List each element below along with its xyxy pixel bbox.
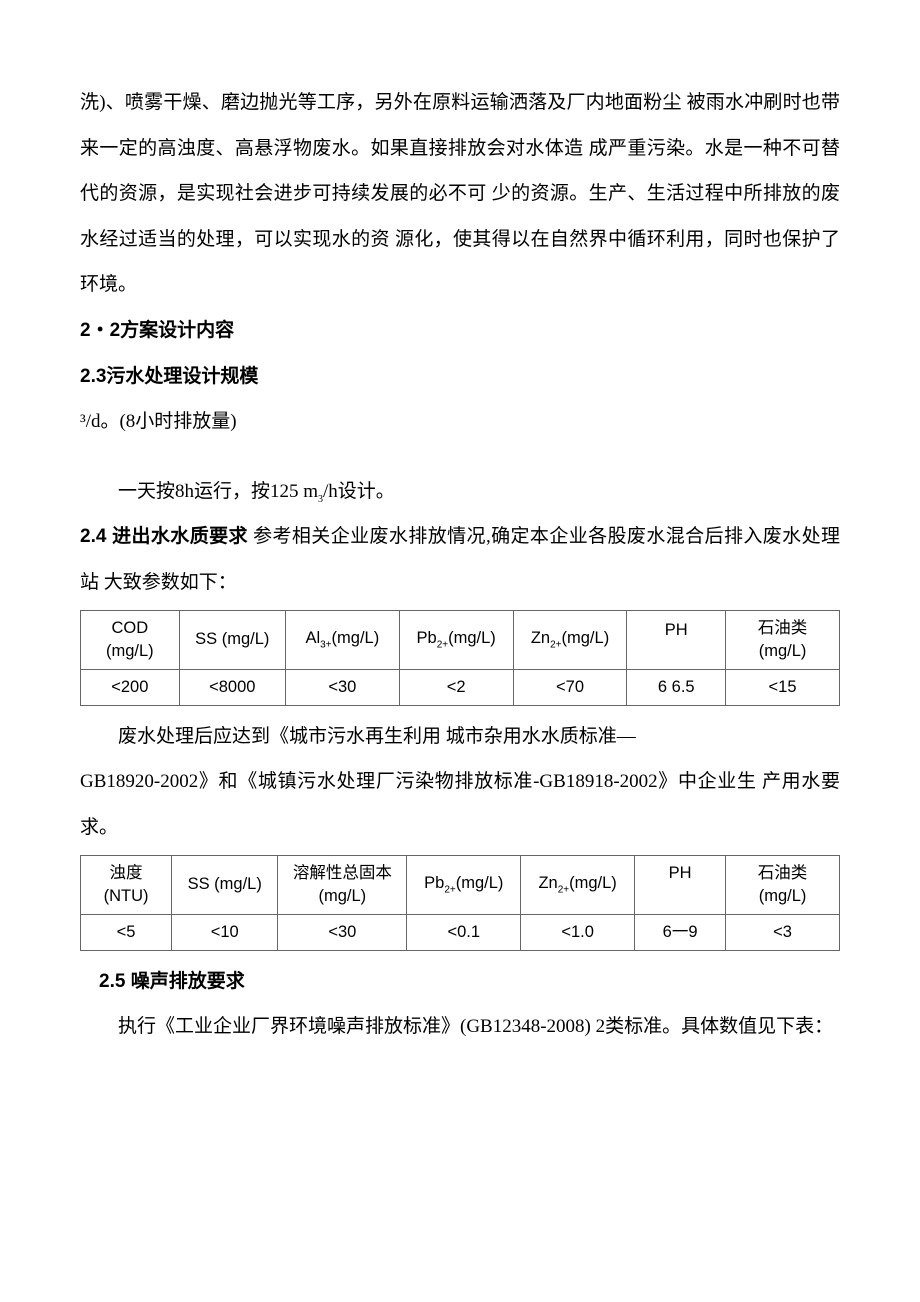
th-text: COD	[111, 619, 148, 637]
th-text: Al	[305, 629, 320, 647]
th-sub: 2+	[444, 884, 455, 895]
th-text: (mg/L)	[319, 887, 367, 905]
th-text: Pb	[417, 629, 437, 647]
s25-paragraph: 执行《工业企业厂界环境噪声排放标准》(GB12348-2008) 2类标准。具体…	[80, 1004, 840, 1050]
th-text: PH	[669, 864, 692, 882]
td-pb: <0.1	[407, 914, 521, 950]
th-cod: COD (mg/L)	[81, 610, 180, 669]
s24-paragraph: 2.4 进出水水质要求 参考相关企业废水排放情况,确定本企业各股废水混合后排入废…	[80, 514, 840, 605]
table-row: COD (mg/L) SS (mg/L) Al3+(mg/L) Pb2+(mg/…	[81, 610, 840, 669]
th-oil: 石油类 (mg/L)	[726, 855, 840, 914]
th-text: (mg/L)	[106, 642, 154, 660]
spacer	[80, 445, 840, 469]
th-pb: Pb2+(mg/L)	[407, 855, 521, 914]
intro-paragraph: 洗)、喷雾干燥、磨边抛光等工序，另外在原料运输洒落及厂内地面粉尘 被雨水冲刷时也…	[80, 80, 840, 308]
s23-line2-text: 一天按8h运行，按125 m	[118, 481, 318, 502]
th-al: Al3+(mg/L)	[285, 610, 399, 669]
th-pb: Pb2+(mg/L)	[399, 610, 513, 669]
th-text: PH	[665, 621, 688, 639]
heading-2-2: 2・2方案设计内容	[80, 308, 840, 354]
th-sub: 2+	[550, 639, 561, 650]
th-text: (mg/L)	[759, 642, 807, 660]
th-ph: PH	[627, 610, 726, 669]
td-ss: <10	[172, 914, 278, 950]
th-text: 溶解性总固本	[293, 864, 392, 882]
td-oil: <3	[726, 914, 840, 950]
td-ph: 6一9	[635, 914, 726, 950]
th-text: (mg/L)	[448, 629, 496, 647]
document-page: 洗)、喷雾干燥、磨边抛光等工序，另外在原料运输洒落及厂内地面粉尘 被雨水冲刷时也…	[0, 0, 920, 1302]
th-zn: Zn2+(mg/L)	[521, 855, 635, 914]
s23-line1: ³/d。(8小时排放量)	[80, 399, 840, 445]
post-t1-line1: 废水处理后应达到《城市污水再生利用 城市杂用水水质标准—	[80, 714, 840, 760]
th-ph: PH	[635, 855, 726, 914]
th-text: Zn	[538, 874, 557, 892]
heading-2-5: 2.5 噪声排放要求	[80, 959, 840, 1005]
table-row: <200 <8000 <30 <2 <70 6 6.5 <15	[81, 669, 840, 705]
th-text: (mg/L)	[569, 874, 617, 892]
heading-2-3: 2.3污水处理设计规模	[80, 354, 840, 400]
th-zn: Zn2+(mg/L)	[513, 610, 627, 669]
td-al: <30	[285, 669, 399, 705]
th-turbidity: 浊度 (NTU)	[81, 855, 172, 914]
table-outlet-water: 浊度 (NTU) SS (mg/L) 溶解性总固本 (mg/L) Pb2+(mg…	[80, 855, 840, 951]
td-pb: <2	[399, 669, 513, 705]
table-inlet-water: COD (mg/L) SS (mg/L) Al3+(mg/L) Pb2+(mg/…	[80, 610, 840, 706]
td-turbidity: <5	[81, 914, 172, 950]
th-tds: 溶解性总固本 (mg/L)	[278, 855, 407, 914]
th-text: (mg/L)	[332, 629, 380, 647]
post-t1-line2: GB18920-2002》和《城镇污水处理厂污染物排放标准-GB18918-20…	[80, 759, 840, 850]
th-text: 石油类	[758, 864, 808, 882]
th-text: (mg/L)	[562, 629, 610, 647]
td-cod: <200	[81, 669, 180, 705]
th-text: Pb	[424, 874, 444, 892]
th-oil: 石油类 (mg/L)	[726, 610, 840, 669]
th-text: Zn	[531, 629, 550, 647]
th-ss: SS (mg/L)	[172, 855, 278, 914]
th-sub: 2+	[437, 639, 448, 650]
th-ss: SS (mg/L)	[179, 610, 285, 669]
th-sub: 2+	[558, 884, 569, 895]
heading-2-4: 2.4 进出水水质要求	[80, 526, 248, 547]
th-text: SS (mg/L)	[195, 630, 269, 648]
td-tds: <30	[278, 914, 407, 950]
td-ph: 6 6.5	[627, 669, 726, 705]
th-text: (NTU)	[104, 887, 149, 905]
th-text: 石油类	[758, 619, 808, 637]
table-row: <5 <10 <30 <0.1 <1.0 6一9 <3	[81, 914, 840, 950]
td-zn: <1.0	[521, 914, 635, 950]
th-text: (mg/L)	[456, 874, 504, 892]
table-row: 浊度 (NTU) SS (mg/L) 溶解性总固本 (mg/L) Pb2+(mg…	[81, 855, 840, 914]
th-text: 浊度	[110, 864, 143, 882]
th-sub: 3+	[320, 639, 331, 650]
th-text: (mg/L)	[759, 887, 807, 905]
td-oil: <15	[726, 669, 840, 705]
th-text: SS (mg/L)	[188, 875, 262, 893]
td-zn: <70	[513, 669, 627, 705]
s23-line2: 一天按8h运行，按125 m3/h设计。	[80, 469, 840, 515]
td-ss: <8000	[179, 669, 285, 705]
s23-line2-unit: /h设计。	[323, 481, 395, 502]
